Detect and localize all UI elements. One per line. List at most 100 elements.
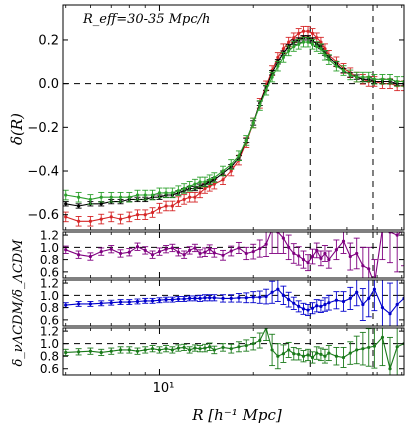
data-point (88, 302, 92, 306)
data-point (193, 182, 197, 186)
y-tick-label: 1.2 (40, 277, 59, 291)
data-point (118, 195, 123, 199)
panel-frame (62, 231, 405, 279)
data-point (334, 248, 338, 252)
data-point (164, 191, 168, 195)
data-point (157, 298, 162, 302)
data-point (301, 354, 306, 358)
data-point (276, 55, 280, 60)
data-point (287, 348, 291, 352)
data-point (127, 300, 131, 304)
data-point (170, 348, 174, 352)
panel-main: −0.6 −0.4 −0.2 0.0 0.2 (27, 4, 405, 231)
data-point (258, 295, 262, 299)
data-point (251, 295, 255, 299)
data-point (315, 248, 319, 252)
data-point (99, 301, 103, 305)
data-point (143, 348, 147, 352)
data-point (367, 75, 371, 79)
y-tick-label: 0.6 (40, 313, 59, 327)
data-point (176, 189, 180, 193)
data-point (323, 354, 327, 358)
y-tick-label: 1.2 (40, 229, 59, 243)
y-tick-label: 0.8 (40, 350, 59, 364)
data-point (88, 254, 92, 259)
data-point (341, 299, 346, 304)
data-point (348, 296, 352, 300)
panel-frame (62, 327, 405, 376)
data-point (77, 219, 81, 223)
data-point (203, 186, 207, 191)
data-point (292, 301, 296, 305)
y-tick-label: 0.0 (38, 77, 59, 92)
data-point (258, 103, 262, 108)
data-point (281, 236, 285, 240)
data-point (276, 64, 280, 68)
panel-plot-area (63, 280, 404, 326)
data-point (176, 250, 180, 254)
data-point (77, 195, 81, 199)
data-point (292, 44, 296, 49)
data-point (135, 349, 140, 353)
series-ratio-3-0 (63, 328, 404, 375)
data-point (310, 306, 315, 310)
y-tick-label: 1.0 (40, 241, 59, 255)
data-point (372, 344, 376, 348)
data-point (77, 253, 81, 257)
data-point (109, 215, 113, 219)
data-point (315, 304, 319, 308)
data-point (188, 248, 192, 252)
data-point (388, 367, 392, 371)
data-point (270, 75, 274, 79)
y-tick-label: −0.6 (27, 208, 59, 223)
data-point (367, 267, 371, 271)
data-point (355, 348, 359, 352)
data-point (229, 296, 233, 300)
data-point (176, 297, 180, 301)
data-point (281, 352, 285, 356)
data-point (292, 36, 296, 40)
data-point (355, 290, 359, 294)
data-point (327, 301, 331, 305)
data-point (77, 350, 81, 354)
data-point (323, 47, 327, 51)
data-point (287, 40, 291, 44)
data-point (306, 29, 310, 33)
data-point (208, 247, 212, 251)
data-point (301, 40, 306, 44)
data-point (380, 306, 385, 310)
data-point (361, 75, 365, 79)
y-tick-label: 1.0 (40, 289, 59, 303)
data-point (292, 251, 296, 256)
data-point (327, 58, 331, 62)
series-line (65, 30, 404, 222)
data-point (99, 350, 103, 355)
data-point (221, 169, 225, 173)
data-point (164, 247, 168, 251)
data-point (127, 195, 131, 199)
data-point (64, 303, 68, 307)
data-point (287, 49, 291, 53)
data-point (150, 299, 155, 303)
data-point (118, 300, 123, 304)
data-point (348, 73, 352, 77)
data-point (182, 297, 186, 301)
data-point (281, 293, 285, 297)
y-tick-label: 0.6 (40, 265, 59, 279)
data-point (64, 193, 68, 197)
data-point (229, 347, 233, 351)
series-ratio-2-0 (63, 280, 404, 326)
data-point (109, 195, 113, 199)
data-point (99, 202, 103, 206)
data-point (193, 195, 197, 199)
data-point (221, 296, 225, 300)
data-point (157, 348, 162, 352)
data-point (323, 53, 327, 57)
data-point (355, 75, 359, 79)
y-tick-label: −0.2 (27, 121, 59, 136)
data-point (297, 304, 301, 308)
data-point (212, 175, 216, 180)
data-point (380, 77, 385, 81)
data-point (348, 351, 352, 355)
data-point (212, 182, 216, 186)
